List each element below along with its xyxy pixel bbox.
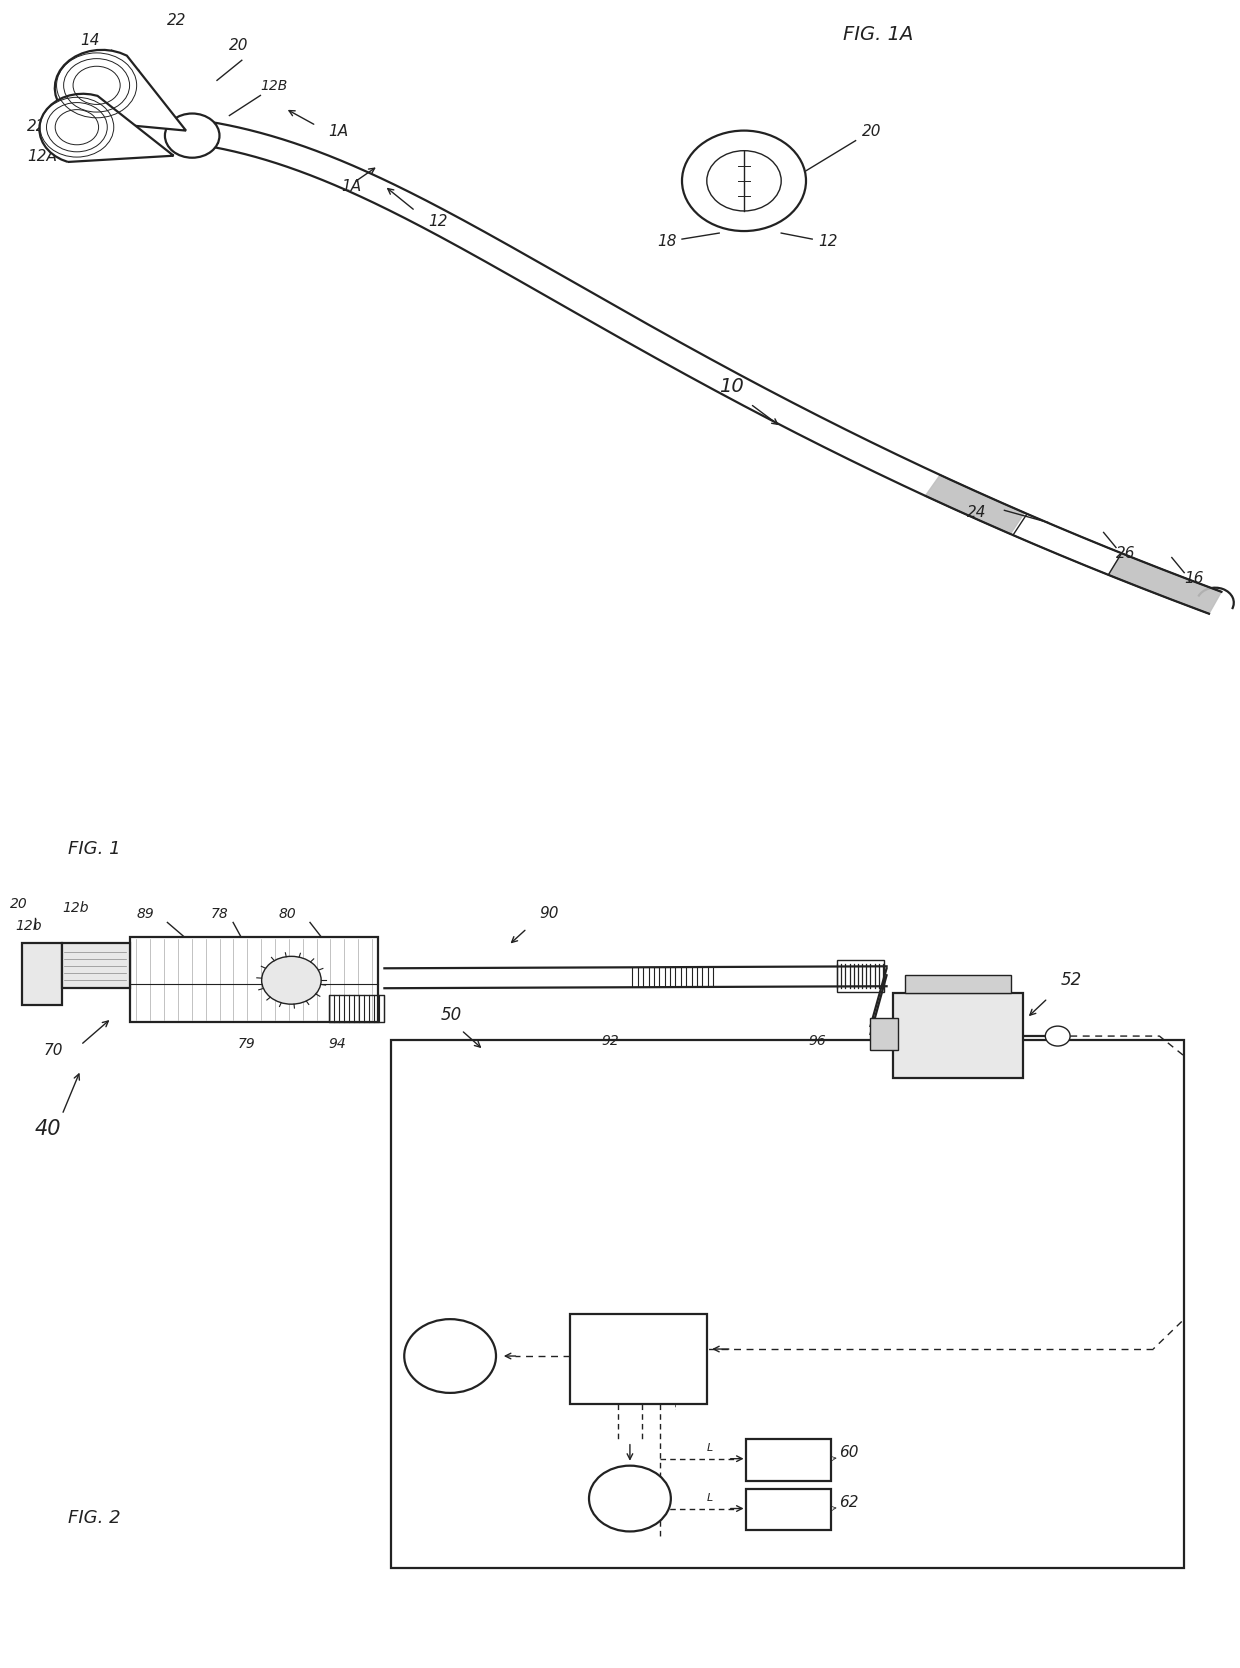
Text: 89: 89 [136, 907, 154, 921]
Polygon shape [55, 50, 186, 130]
Bar [329, 996, 384, 1022]
Bar [570, 1314, 707, 1404]
Text: 52: 52 [1060, 971, 1081, 989]
Text: 70: 70 [43, 1042, 63, 1058]
Text: 60: 60 [839, 1444, 859, 1460]
Text: 12A: 12A [27, 148, 57, 163]
Text: 12b: 12b [62, 901, 88, 916]
Text: 96: 96 [808, 1034, 826, 1048]
Text: 20: 20 [862, 123, 882, 138]
Bar [391, 1041, 1184, 1568]
Text: 92: 92 [601, 1034, 619, 1048]
Bar [870, 1017, 898, 1051]
Bar [130, 937, 378, 1022]
Text: 20: 20 [10, 897, 27, 911]
Text: FIG. 1A: FIG. 1A [843, 25, 914, 43]
Text: Pressure: Pressure [908, 1019, 941, 1027]
Text: 80: 80 [279, 907, 296, 921]
Circle shape [1045, 1026, 1070, 1046]
Text: 79: 79 [238, 1037, 255, 1051]
Text: 1A: 1A [341, 178, 361, 193]
Text: 94: 94 [329, 1037, 346, 1051]
Circle shape [165, 113, 219, 158]
Text: 12B: 12B [260, 80, 288, 93]
Text: 26: 26 [1116, 545, 1136, 560]
Bar [746, 1488, 831, 1531]
Text: 56: 56 [428, 1353, 445, 1368]
Bar [837, 961, 884, 992]
Text: 62: 62 [839, 1495, 859, 1510]
Polygon shape [1013, 514, 1118, 574]
Text: FIG. 1: FIG. 1 [68, 841, 120, 857]
Circle shape [404, 1319, 496, 1393]
Circle shape [589, 1466, 671, 1531]
Text: 12: 12 [818, 234, 838, 249]
Text: 14: 14 [81, 33, 100, 48]
Text: 50: 50 [440, 1006, 461, 1024]
Text: 40: 40 [35, 1119, 61, 1139]
Text: 12b: 12b [15, 919, 41, 934]
Text: L: L [707, 1493, 713, 1503]
Text: 22: 22 [27, 118, 47, 133]
Text: L: L [707, 1443, 713, 1453]
Text: 16: 16 [1184, 570, 1204, 585]
Text: Sensor: Sensor [915, 1039, 941, 1048]
Text: 54: 54 [611, 1358, 636, 1376]
Bar [22, 944, 62, 1006]
Polygon shape [1109, 554, 1221, 614]
Polygon shape [925, 475, 1024, 534]
Bar [746, 1439, 831, 1481]
Text: 18: 18 [657, 234, 677, 249]
Bar [905, 976, 1011, 992]
Text: 10: 10 [719, 377, 744, 395]
Text: 90: 90 [539, 906, 559, 921]
Text: 1A: 1A [329, 123, 348, 138]
Text: 20: 20 [229, 38, 249, 53]
Text: 58: 58 [608, 1496, 625, 1510]
Bar [893, 992, 1023, 1078]
Circle shape [262, 956, 321, 1004]
Text: 22: 22 [167, 13, 187, 28]
Polygon shape [40, 93, 174, 162]
Text: FIG. 2: FIG. 2 [68, 1510, 120, 1528]
Text: 78: 78 [211, 907, 228, 921]
Bar [62, 944, 130, 987]
Text: 12: 12 [428, 214, 448, 229]
Text: 24: 24 [967, 505, 987, 520]
